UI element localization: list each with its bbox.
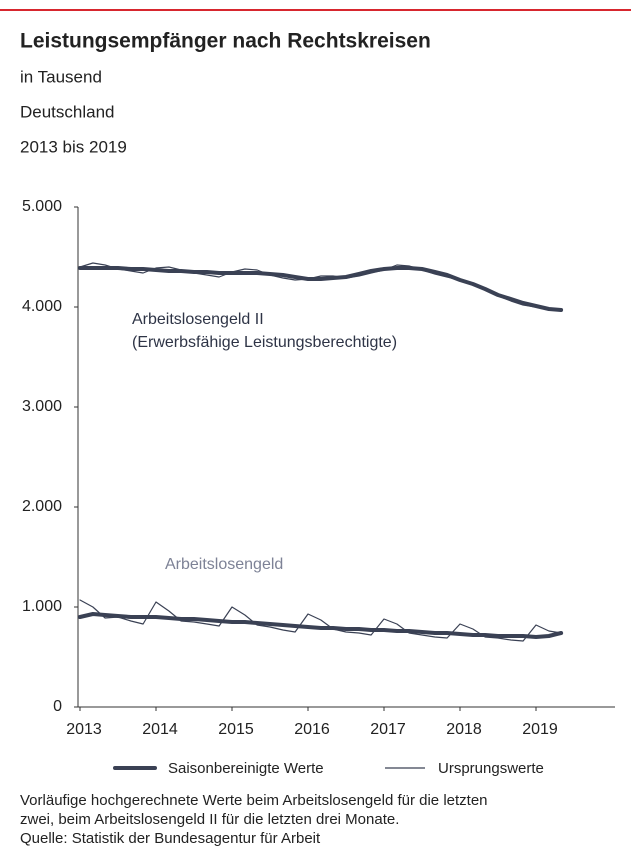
subtitle: Deutschland	[20, 102, 115, 121]
line	[78, 612, 564, 639]
series-note: (Erwerbsfähige Leistungsberechtigte)	[132, 334, 397, 351]
x-tick-label: 2015	[218, 721, 254, 738]
x-tick-label: 2018	[446, 721, 482, 738]
y-tick-label: 0	[53, 698, 62, 715]
y-tick-label: 3.000	[22, 398, 62, 415]
x-tick-label: 2014	[142, 721, 178, 738]
footnote: Vorläufige hochgerechnete Werte beim Arb…	[20, 792, 488, 809]
y-tick-label: 2.000	[22, 498, 62, 515]
subtitle: 2013 bis 2019	[20, 137, 127, 156]
footnote: Quelle: Statistik der Bundesagentur für …	[20, 830, 321, 847]
series-label: Arbeitslosengeld II	[132, 311, 264, 328]
y-tick-label: 4.000	[22, 298, 62, 315]
x-tick-label: 2013	[66, 721, 102, 738]
x-tick-label: 2017	[370, 721, 406, 738]
chart-title: Leistungsempfänger nach Rechtskreisen	[20, 30, 431, 53]
series-label: Arbeitslosengeld	[165, 556, 283, 573]
legend-label: Ursprungswerte	[438, 760, 544, 777]
y-tick-label: 1.000	[22, 598, 62, 615]
footnote: zwei, beim Arbeitslosengeld II für die l…	[20, 811, 399, 828]
legend-label: Saisonbereinigte Werte	[168, 760, 324, 777]
y-tick-label: 5.000	[22, 198, 62, 215]
subtitle: in Tausend	[20, 67, 102, 86]
line	[78, 266, 564, 312]
x-tick-label: 2016	[294, 721, 330, 738]
x-tick-label: 2019	[522, 721, 558, 738]
